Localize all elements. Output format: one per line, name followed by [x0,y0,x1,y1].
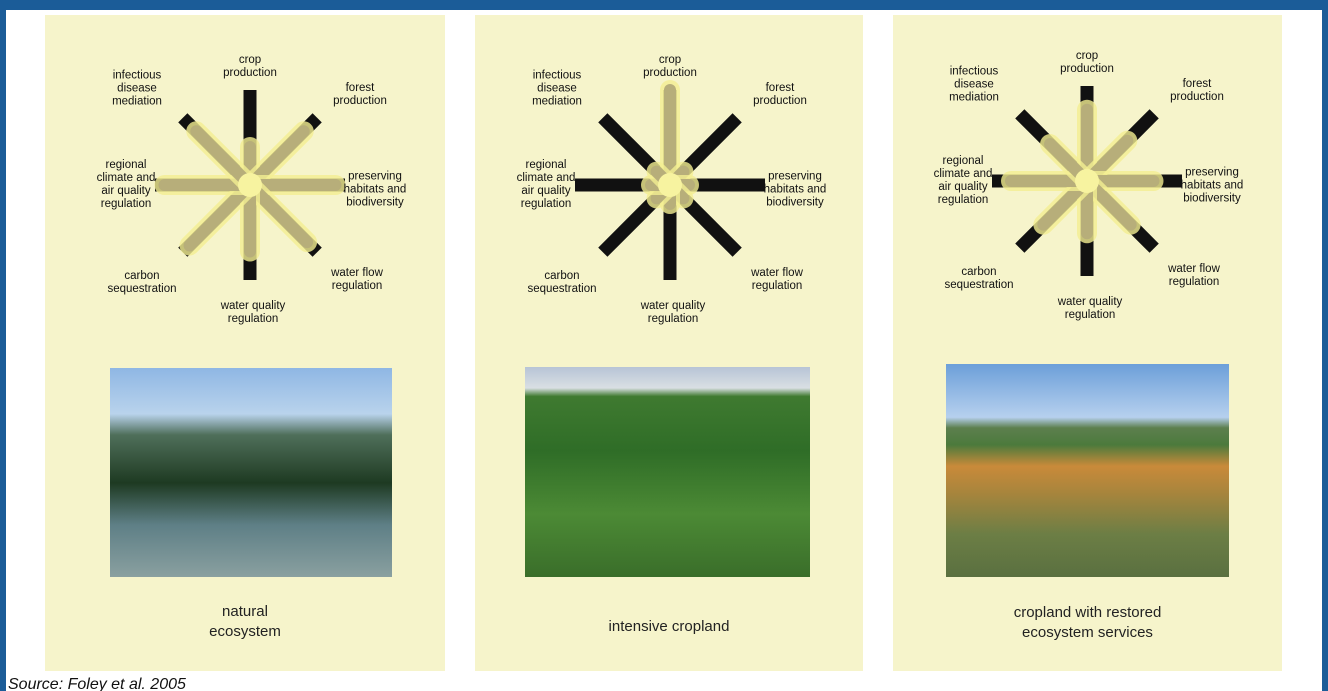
flower-center [658,173,682,197]
service-label: forest production [1170,78,1224,103]
frame-right [1322,0,1328,691]
service-label: preserving habitats and biodiversity [1180,166,1244,205]
service-label: regional climate and air quality regulat… [933,155,993,206]
photo [110,368,392,577]
panel-caption: intensive cropland [608,618,730,635]
panel-caption: cropland with restored ecosystem service… [1013,604,1162,641]
service-flower [992,86,1182,276]
flower-center [1075,169,1099,193]
photo [525,367,810,577]
service-label: infectious disease mediation [949,65,999,104]
photo [946,364,1229,577]
service-label: forest production [333,82,387,107]
panel-caption: natural ecosystem [209,603,281,640]
service-label: preserving habitats and biodiversity [763,170,827,209]
service-label: crop production [223,54,277,79]
service-label: water flow regulation [1168,263,1220,288]
service-label: regional climate and air quality regulat… [516,159,576,210]
service-flower [575,80,765,280]
flower-center [238,173,262,197]
service-level [190,125,256,191]
service-label: preserving habitats and biodiversity [343,170,407,209]
service-label: water quality regulation [220,300,286,325]
service-label: carbon sequestration [107,270,177,295]
service-label: water quality regulation [1057,296,1123,321]
service-level [183,179,256,252]
service-flower [154,90,346,280]
source-note: Source: Foley et al. 2005 [8,676,186,691]
service-label: water flow regulation [751,267,803,292]
service-label: water quality regulation [640,300,706,325]
service-label: crop production [643,54,697,79]
service-label: infectious disease mediation [532,69,582,108]
frame-left [0,0,6,691]
service-label: infectious disease mediation [112,69,162,108]
service-label: forest production [753,82,807,107]
service-label: carbon sequestration [944,266,1014,291]
service-label: carbon sequestration [527,270,597,295]
service-label: crop production [1060,50,1114,75]
service-label: water flow regulation [331,267,383,292]
frame-top [0,0,1328,10]
service-label: regional climate and air quality regulat… [96,159,156,210]
